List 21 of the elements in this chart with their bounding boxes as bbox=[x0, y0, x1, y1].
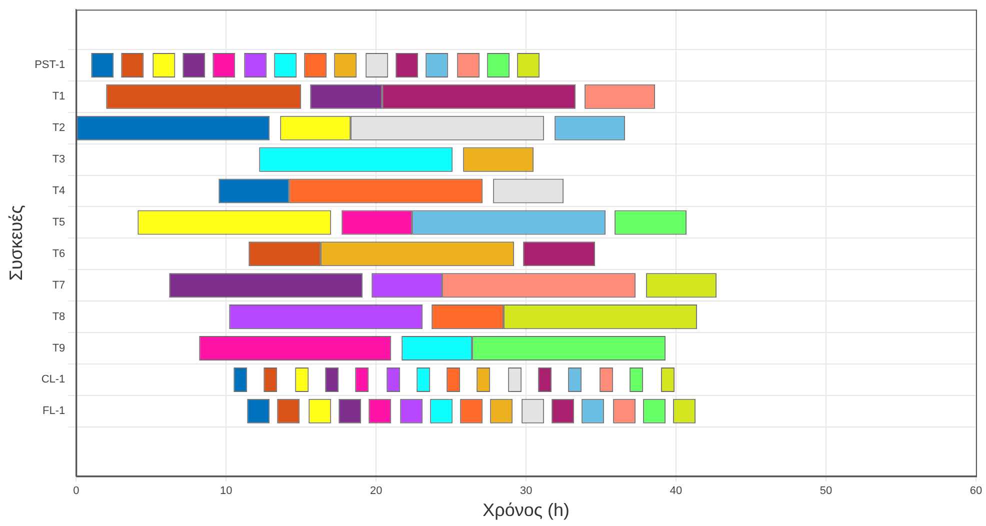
y-tick-label: T2 bbox=[52, 122, 66, 134]
y-tick-label: T5 bbox=[52, 216, 66, 228]
y-tick-label: T8 bbox=[52, 310, 66, 323]
x-axis-title: Χρόνος (h) bbox=[482, 500, 570, 520]
x-tick-label: 40 bbox=[670, 484, 682, 497]
y-axis-title: Συσκευές bbox=[6, 204, 26, 281]
x-tick-label: 30 bbox=[520, 484, 532, 497]
y-tick-label: T9 bbox=[52, 342, 66, 354]
y-tick-label: PST-1 bbox=[34, 59, 66, 72]
y-tick-label: T4 bbox=[52, 185, 66, 198]
y-tick-label: T3 bbox=[52, 154, 66, 166]
x-tick-label: 10 bbox=[220, 484, 232, 497]
x-tick-label: 50 bbox=[820, 484, 832, 497]
x-tick-label: 0 bbox=[73, 484, 80, 497]
y-tick-label: CL-1 bbox=[41, 374, 66, 386]
x-tick-label: 20 bbox=[370, 484, 382, 497]
y-tick-label: T6 bbox=[52, 248, 66, 260]
y-tick-label: FL-1 bbox=[42, 405, 66, 418]
y-tick-label: T1 bbox=[52, 90, 66, 103]
y-tick-label: T7 bbox=[52, 279, 66, 292]
x-tick-label: 60 bbox=[970, 484, 982, 497]
